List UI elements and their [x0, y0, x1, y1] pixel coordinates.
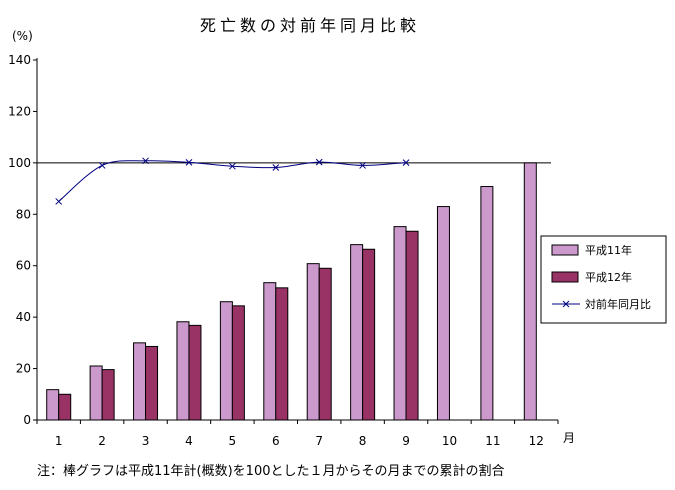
y-tick-label: 40 [16, 310, 31, 324]
x-tick-label: 7 [315, 434, 323, 448]
bar-h12-month-1 [58, 393, 72, 421]
ratio-point-month-4 [185, 158, 193, 166]
bar-h12-month-5 [231, 305, 245, 421]
x-tick-label: 9 [402, 434, 410, 448]
x-tick-label: 10 [442, 434, 457, 448]
axes [36, 58, 558, 421]
y-tick-label: 60 [16, 259, 31, 273]
x-tick-label: 1 [55, 434, 63, 448]
y-tick-label: 120 [8, 104, 31, 118]
ratio-marker-stroke [402, 159, 410, 166]
x-tick-label: 8 [359, 434, 367, 448]
bar-h12-month-6 [275, 287, 289, 421]
ratio-marker-stroke [55, 198, 63, 205]
bar-h11-month-8 [350, 244, 364, 421]
bar-h11-month-7 [306, 263, 320, 421]
y-tick-label: 20 [16, 362, 31, 376]
bar-h11-month-10 [436, 206, 450, 421]
chart-title: 死亡数の対前年同月比較 [200, 16, 420, 35]
ratio-point-month-3 [142, 157, 149, 165]
chart-note: 注：棒グラフは平成11年計(概数)を100とした１月からその月までの累計の割合 [37, 463, 505, 479]
bar-h12-month-8 [362, 248, 376, 421]
bar-h11-month-11 [480, 186, 494, 421]
y-tick-label: 100 [8, 156, 31, 170]
ratio-point-month-7 [315, 158, 323, 166]
ratio-marker-stroke [142, 157, 149, 165]
bar-h11-month-2 [89, 365, 103, 421]
x-axis-ticks: 1 2 3 4 5 6 7 8 9 10 11 12 [36, 420, 559, 448]
x-tick-label: 4 [185, 434, 193, 448]
x-tick-label: 6 [272, 434, 280, 448]
y-axis-unit-label: (%) [12, 29, 33, 43]
x-tick-label: 3 [142, 434, 150, 448]
ratio-point-month-2 [98, 162, 106, 169]
x-tick-label: 11 [485, 434, 500, 448]
ratio-line-series [55, 157, 410, 205]
ratio-marker-stroke [229, 162, 236, 170]
bar-h12-month-9 [405, 230, 419, 421]
bar-h12-month-2 [101, 369, 115, 421]
bar-h11-month-1 [46, 389, 60, 421]
ratio-marker-stroke [272, 164, 280, 171]
legend-label-h11: 平成11年 [585, 243, 632, 257]
legend-label-h12: 平成12年 [585, 270, 632, 284]
bar-h11-month-6 [263, 282, 277, 421]
legend-marker-ratio [562, 300, 570, 308]
ratio-point-month-8 [359, 162, 366, 169]
legend-label-ratio: 対前年同月比 [585, 297, 651, 311]
ratio-point-month-1 [55, 198, 63, 205]
x-tick-label: 12 [529, 434, 544, 448]
ratio-marker-stroke [359, 162, 366, 169]
legend-swatch-h11 [551, 244, 579, 256]
y-tick-label: 80 [16, 207, 31, 221]
x-tick-label: 2 [98, 434, 106, 448]
ratio-marker-stroke [315, 158, 323, 166]
y-tick-label: 0 [23, 413, 31, 427]
bar-h11-month-3 [133, 342, 147, 421]
bar-h11-month-5 [219, 301, 233, 421]
y-axis-ticks: 0 20 40 60 80 100 120 140 [8, 53, 37, 427]
bar-h11-month-4 [176, 321, 190, 421]
legend-swatch-h12 [551, 271, 579, 283]
ratio-point-month-9 [402, 159, 410, 166]
bar-h12-month-7 [318, 267, 332, 421]
bar-h12-month-4 [188, 324, 202, 421]
ratio-point-month-5 [229, 162, 236, 170]
ratio-marker-stroke [98, 162, 106, 169]
ratio-marker-stroke [185, 158, 193, 166]
bar-h11-month-9 [393, 226, 407, 421]
bar-h12-month-3 [145, 345, 159, 421]
bar-h11-month-12 [523, 162, 537, 421]
bars [46, 162, 537, 421]
x-axis-unit-label: 月 [563, 431, 575, 445]
x-tick-label: 5 [229, 434, 237, 448]
y-tick-label: 140 [8, 53, 31, 67]
ratio-point-month-6 [272, 164, 280, 171]
